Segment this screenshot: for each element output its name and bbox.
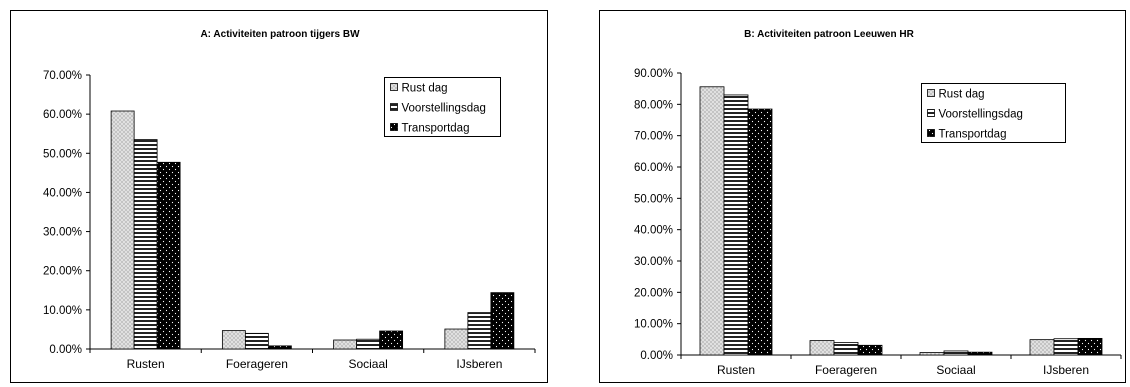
bar-foerageren-series-2: [857, 344, 883, 356]
x-category-label: Sociaal: [348, 357, 387, 371]
bar-sociaal-series-2: [967, 351, 993, 356]
bar-rusten-series-0: [699, 86, 725, 356]
legend-swatch: [390, 103, 398, 111]
bar-ijsberen-series-0: [1029, 339, 1055, 356]
legend: Rust dag Voorstellingsdag Transportdag: [384, 77, 501, 137]
legend-box: [921, 83, 1066, 143]
bar-sociaal-series-0: [333, 339, 358, 350]
chart-frame: [10, 10, 548, 383]
legend-swatch: [927, 89, 935, 97]
y-tick-label: 60.00%: [634, 162, 673, 174]
y-tick-label: 50.00%: [43, 148, 82, 160]
y-tick-label: 50.00%: [634, 193, 673, 205]
y-tick-label: 40.00%: [43, 187, 82, 199]
y-tick-label: 30.00%: [634, 256, 673, 268]
bar-rusten-series-1: [133, 139, 158, 350]
legend-swatch: [927, 109, 935, 117]
x-category-label: Foerageren: [815, 363, 877, 377]
y-tick-label: 90.00%: [634, 68, 673, 80]
bar-rusten-series-2: [156, 161, 181, 350]
chart-b: B: Activiteiten patroon Leeuwen HR 0.00% 1…: [589, 0, 1130, 387]
bar-ijsberen-series-1: [467, 312, 492, 350]
bar-rusten-series-0: [110, 110, 135, 350]
bar-foerageren-series-2: [267, 345, 292, 350]
chart-title: B: Activiteiten patroon Leeuwen HR: [744, 29, 914, 40]
x-category-label: Rusten: [717, 363, 755, 377]
bar-sociaal-series-1: [356, 338, 381, 350]
bar-sociaal-series-0: [919, 352, 945, 356]
legend-box: [384, 77, 501, 137]
chart-b-svg: B: Activiteiten patroon Leeuwen HR 0.00% 1…: [599, 10, 1126, 383]
legend-label: Rust dag: [939, 89, 985, 101]
y-tick-label: 0.00%: [49, 344, 82, 356]
y-tick-label: 30.00%: [43, 227, 82, 239]
bar-foerageren-series-0: [809, 340, 835, 356]
legend-label: Rust dag: [402, 83, 448, 95]
chart-title: A: Activiteiten patroon tijgers BW: [200, 29, 360, 40]
bar-sociaal-series-1: [943, 350, 969, 356]
x-category-label: Sociaal: [936, 363, 975, 377]
bar-ijsberen-series-2: [490, 292, 515, 350]
chart-frame: [599, 10, 1126, 383]
y-tick-label: 70.00%: [43, 70, 82, 82]
x-category-label: IJsberen: [1043, 363, 1089, 377]
y-tick-label: 80.00%: [634, 99, 673, 111]
legend-label: Transportdag: [402, 123, 470, 135]
x-category-label: Foerageren: [226, 357, 288, 371]
y-tick-label: 60.00%: [43, 109, 82, 121]
y-tick-label: 40.00%: [634, 225, 673, 237]
legend-label: Voorstellingsdag: [402, 103, 486, 115]
x-category-label: Rusten: [127, 357, 165, 371]
chart-a-svg: A: Activiteiten patroon tijgers BW 0.00% 1…: [10, 10, 548, 383]
legend-swatch: [390, 83, 398, 91]
y-tick-label: 70.00%: [634, 131, 673, 143]
chart-a: A: Activiteiten patroon tijgers BW 0.00% 1…: [0, 0, 553, 387]
bar-ijsberen-series-2: [1077, 337, 1103, 356]
legend-swatch: [390, 123, 398, 131]
x-category-label: IJsberen: [456, 357, 502, 371]
bar-foerageren-series-1: [833, 342, 859, 356]
bar-foerageren-series-1: [244, 332, 269, 350]
bar-foerageren-series-0: [221, 330, 246, 350]
y-tick-label: 20.00%: [634, 287, 673, 299]
legend-label: Transportdag: [939, 129, 1007, 141]
bar-ijsberen-series-0: [444, 328, 469, 350]
bar-rusten-series-2: [747, 108, 773, 356]
legend-swatch: [927, 129, 935, 137]
bar-rusten-series-1: [723, 94, 749, 356]
y-tick-label: 20.00%: [43, 266, 82, 278]
y-tick-label: 0.00%: [640, 350, 673, 362]
y-tick-label: 10.00%: [634, 319, 673, 331]
legend: Rust dag Voorstellingsdag Transportdag: [921, 83, 1066, 143]
y-tick-label: 10.00%: [43, 305, 82, 317]
bar-ijsberen-series-1: [1053, 338, 1079, 356]
bar-sociaal-series-2: [379, 330, 404, 350]
legend-label: Voorstellingsdag: [939, 109, 1023, 121]
